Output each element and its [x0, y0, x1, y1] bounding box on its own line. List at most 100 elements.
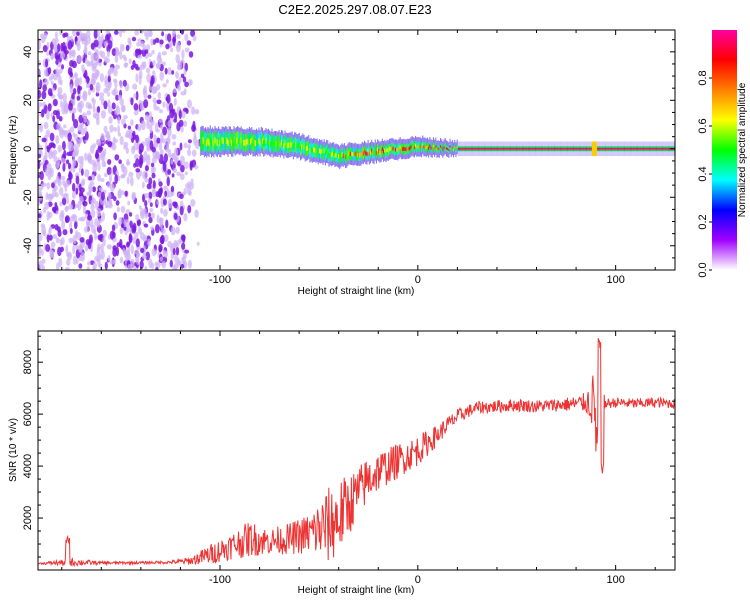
- spectrogram-band-core: [492, 147, 494, 150]
- spectrogram-band-core: [462, 147, 464, 150]
- spectrogram-band-core: [619, 147, 621, 150]
- spectrogram-band-core: [597, 147, 599, 150]
- spectrogram-noise-cell: [177, 239, 182, 245]
- spectrogram-noise-cell: [135, 158, 140, 168]
- spectrogram-band-core: [600, 147, 602, 150]
- spectrogram-band-core: [529, 147, 531, 150]
- spectrogram-band-core: [424, 145, 426, 149]
- spectrogram-band-core: [215, 138, 217, 146]
- spectrogram-band-core: [555, 147, 557, 150]
- spectrogram-band-core: [582, 147, 584, 150]
- spectrogram-noise-cell: [55, 135, 60, 145]
- spectrogram-band-core: [216, 139, 218, 147]
- spectrogram-noise-cell: [171, 173, 175, 178]
- spectrogram-noise-cell: [180, 264, 185, 269]
- spectrogram-band-core: [335, 152, 337, 158]
- spectrogram-noise-cell: [85, 101, 90, 109]
- spectrogram-noise-cell: [186, 40, 192, 46]
- spectrogram-noise-cell: [182, 120, 188, 127]
- snr-y-axis: 2000 4000 6000 8000: [22, 335, 675, 558]
- spectrogram-band-core: [663, 147, 665, 150]
- spectrogram-band-core: [318, 148, 321, 154]
- spectrogram-band-core: [279, 142, 281, 148]
- spectrogram-noise-cell: [72, 132, 76, 138]
- spectrogram-band-core: [546, 147, 548, 150]
- spectrogram-noise-cell: [52, 234, 57, 239]
- spectrogram-band-core: [590, 147, 592, 150]
- spectrogram-band-core: [455, 148, 457, 151]
- spectrogram-noise-cell: [60, 157, 66, 164]
- spectrogram-band-core: [258, 137, 260, 144]
- spectrogram-band-core: [251, 137, 253, 144]
- spectrogram-noise-cell: [38, 102, 43, 108]
- spectrogram-noise-cell: [144, 114, 150, 121]
- spectrogram-band-core: [412, 145, 414, 149]
- spectrogram-noise-cell: [91, 97, 95, 103]
- spectrogram-noise-cell: [94, 218, 99, 227]
- spectrogram-noise-cell: [55, 237, 60, 244]
- spectrogram-band-core: [200, 138, 202, 145]
- spectrogram-noise-cell: [125, 147, 129, 155]
- spectrogram-noise-cell: [73, 118, 79, 129]
- spectrogram-noise-cell: [172, 36, 177, 43]
- spectrogram-noise-cell: [68, 203, 74, 210]
- spectrogram-band-core: [602, 147, 604, 150]
- spectrogram-noise-cell: [57, 229, 62, 237]
- spectrogram-noise-cell: [164, 190, 168, 198]
- spectrogram-noise-cell: [174, 253, 178, 264]
- spectrogram-band-core: [626, 147, 628, 150]
- spectrogram-band-core: [658, 147, 660, 150]
- spectrogram-band-core: [506, 147, 508, 150]
- spectrogram-band-core: [574, 147, 576, 150]
- spectrogram-band-core: [604, 147, 607, 150]
- spectrogram-noise-cell: [42, 230, 47, 237]
- spectrogram-noise-cell: [152, 188, 156, 195]
- spectrogram-noise-cell: [38, 124, 42, 131]
- spectrogram-band-core: [413, 145, 415, 150]
- spectrogram-band-core: [393, 147, 395, 152]
- spectrogram-band-core: [226, 137, 228, 144]
- spectrogram-noise-cell: [145, 156, 151, 166]
- spectrogram-band-core: [463, 147, 465, 150]
- spectrogram-band-core: [369, 150, 372, 155]
- spectrogram-band-core: [417, 144, 419, 149]
- spectrogram-noise-cell: [181, 256, 185, 262]
- spectrogram-band-core: [333, 151, 335, 156]
- spectrogram-noise-cell: [167, 119, 173, 128]
- spectrogram-band-core: [315, 148, 317, 154]
- spectrogram-noise-cell: [127, 200, 131, 206]
- spectrogram-noise-cell: [184, 47, 190, 53]
- spectrogram-noise-cell: [125, 226, 131, 233]
- spectrogram-noise-cell: [182, 107, 188, 112]
- spectrogram-band-core: [383, 149, 385, 154]
- spectrogram-noise-cell: [139, 208, 145, 217]
- spectrogram-noise-cell: [38, 260, 44, 270]
- spectrogram-band-core: [493, 147, 495, 150]
- spectrogram-noise-cell: [90, 199, 95, 207]
- spectrogram-noise-cell: [123, 114, 128, 120]
- spectrogram-band-core: [557, 147, 559, 150]
- spectrogram-noise-cell: [190, 106, 196, 115]
- spectrogram-noise-cell: [155, 266, 159, 270]
- spectrogram-band-core: [508, 147, 510, 150]
- spectrogram-noise-cell: [194, 139, 200, 150]
- spectrogram-noise-cell: [179, 205, 184, 216]
- spectrogram-noise-cell: [92, 104, 96, 113]
- spectrogram-x-tick-label: 0: [415, 274, 421, 286]
- spectrogram-band-core: [633, 147, 635, 150]
- spectrogram-noise-cell: [103, 88, 109, 94]
- spectrogram-band-core: [437, 147, 439, 150]
- spectrogram-noise-cell: [121, 54, 127, 59]
- spectrogram-noise-cell: [107, 91, 111, 97]
- spectrogram-band-core: [314, 147, 316, 153]
- spectrogram-noise-cell: [80, 216, 86, 222]
- spectrogram-band-core: [348, 150, 350, 156]
- spectrogram-noise-cell: [119, 49, 123, 60]
- spectrogram-band-core: [612, 147, 614, 150]
- spectrogram-noise-cell: [165, 43, 170, 50]
- spectrogram-noise-cell: [126, 161, 131, 166]
- spectrogram-noise-cell: [160, 227, 166, 235]
- spectrogram-noise-cell: [41, 90, 47, 100]
- spectrogram-band-core: [650, 147, 652, 150]
- spectrogram-noise-cell: [73, 72, 78, 78]
